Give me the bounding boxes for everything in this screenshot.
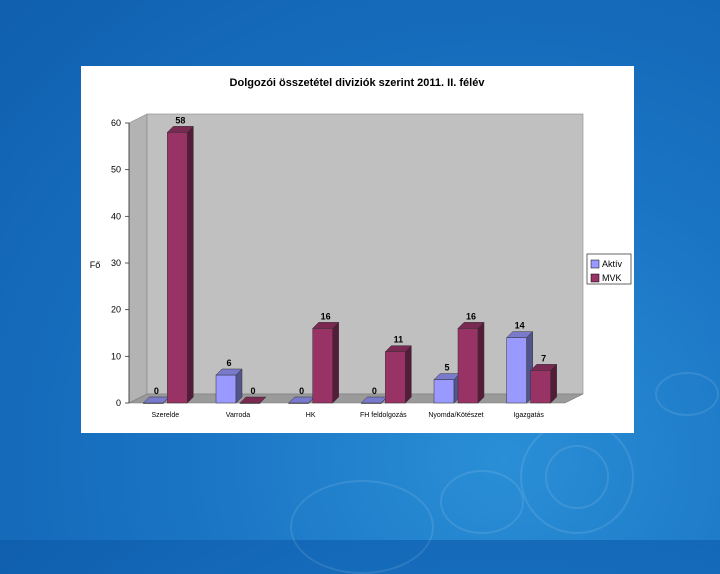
bar-side-0-1 [235,368,243,404]
data-label: 0 [154,386,159,396]
legend: Aktív MVK [586,253,632,285]
bar-side-1-0 [187,125,194,404]
legend-swatch [590,273,600,283]
x-tick-label: HK [306,412,316,419]
data-label: 6 [226,358,231,368]
bar-1-3 [385,351,406,404]
data-label: 16 [466,311,476,321]
data-label: 11 [394,335,404,345]
data-label: 16 [321,311,331,321]
bar-0-5 [506,337,527,404]
y-axis-label: Fő [90,260,101,270]
bar-0-1 [215,374,237,404]
bar-0-4 [433,379,455,404]
x-tick-label: Nyomda/Kötészet [428,412,483,419]
chart-panel: Dolgozói összetétel diviziók szerint 201… [81,66,634,433]
ripple-decoration [655,372,719,416]
y-tick-label: 30 [111,258,121,268]
legend-swatch [590,259,600,269]
y-tick-label: 0 [116,398,121,408]
data-label: 14 [515,321,525,331]
x-tick-label: Varroda [226,412,250,419]
x-tick-label: FH feldolgozás [360,412,407,419]
bar-1-0 [167,132,188,404]
bar-side-1-2 [332,321,339,404]
ripple-decoration [440,470,524,534]
bar-1-2 [312,328,333,404]
bar-side-1-3 [405,345,412,404]
y-tick-label: 10 [111,351,121,361]
legend-label: MVK [602,273,622,283]
y-tick-label: 50 [111,165,121,175]
bar-side-1-5 [550,363,557,404]
side-wall [128,113,148,404]
x-tick-label: Szerelde [152,412,180,419]
data-label: 0 [372,386,377,396]
bar-1-4 [457,328,479,404]
bar-chart: Dolgozói összetétel diviziók szerint 201… [90,77,632,419]
y-tick-label: 60 [111,118,121,128]
bar-1-5 [530,370,551,404]
chart-title: Dolgozói összetétel diviziók szerint 201… [230,77,486,89]
data-label: 5 [444,363,449,373]
y-tick-label: 20 [111,305,121,315]
ripple-decoration [290,480,434,574]
data-label: 7 [541,353,546,363]
data-label: 0 [299,386,304,396]
data-label: 0 [250,386,255,396]
legend-label: Aktív [602,259,623,269]
ripple-decoration [545,445,609,509]
bar-side-1-1 [259,396,267,404]
data-label: 58 [175,115,185,125]
x-tick-label: Igazgatás [513,412,544,419]
bar-side-1-4 [477,321,485,404]
y-tick-label: 40 [111,211,121,221]
